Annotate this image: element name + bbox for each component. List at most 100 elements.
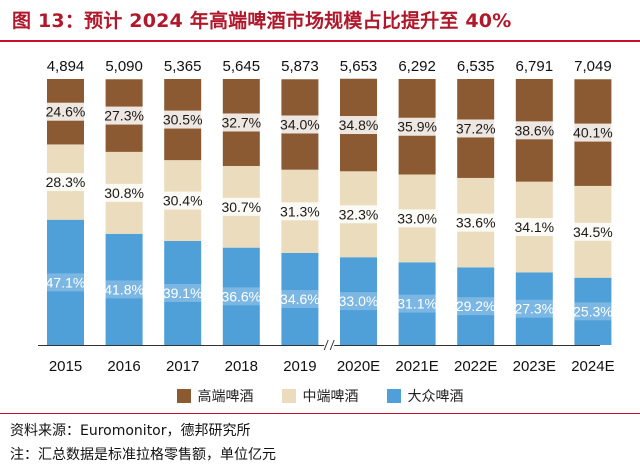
bar-segment — [105, 233, 143, 345]
axis-break-mark — [323, 339, 329, 351]
category-label: 2023E — [513, 358, 556, 375]
data-label-bg — [338, 205, 379, 224]
data-label: 30.5% — [163, 112, 203, 128]
data-label-bg — [104, 183, 145, 202]
data-label-bg — [45, 273, 86, 292]
total-label: 6,791 — [516, 58, 554, 75]
data-label: 41.8% — [104, 281, 144, 297]
bar-segment — [281, 252, 319, 345]
total-label: 5,365 — [164, 58, 202, 75]
data-label-bg — [397, 209, 438, 228]
bar-segment — [574, 277, 612, 345]
data-label: 39.1% — [163, 285, 203, 301]
total-label: 7,049 — [574, 58, 612, 75]
data-label: 47.1% — [46, 274, 86, 290]
legend-label-mass: 大众啤酒 — [407, 389, 464, 405]
data-label: 24.6% — [46, 104, 86, 120]
data-label-bg — [572, 222, 613, 241]
data-label-bg — [397, 117, 438, 136]
data-label-bg — [279, 115, 320, 134]
data-label-bg — [514, 299, 555, 318]
category-label: 2021E — [395, 358, 438, 375]
data-label: 25.3% — [573, 303, 613, 319]
data-label: 34.6% — [280, 291, 320, 307]
data-label-bg — [104, 106, 145, 125]
data-label-bg — [279, 289, 320, 308]
category-label: 2016 — [107, 358, 140, 375]
bar-segment — [222, 247, 260, 345]
total-label: 5,090 — [105, 58, 143, 75]
legend: 高端啤酒 中端啤酒 大众啤酒 — [0, 386, 640, 406]
title-rule — [0, 40, 640, 42]
total-label: 6,535 — [457, 58, 495, 75]
data-label: 31.3% — [280, 203, 320, 219]
data-label-bg — [338, 292, 379, 311]
data-label: 32.3% — [339, 206, 379, 222]
bottom-rule — [0, 413, 640, 414]
data-label: 28.3% — [46, 174, 86, 190]
category-label: 2015 — [49, 358, 82, 375]
data-label-bg — [514, 218, 555, 237]
legend-swatch-mid — [281, 389, 296, 403]
data-label: 38.6% — [514, 122, 554, 138]
note-text: 注：汇总数据是标准拉格零售额，单位亿元 — [10, 447, 276, 463]
figure-title: 图 13：预计 2024 年高端啤酒市场规模占比提升至 40% — [12, 10, 512, 32]
data-label: 33.0% — [339, 293, 379, 309]
data-label: 29.2% — [456, 298, 496, 314]
data-label: 37.2% — [456, 120, 496, 136]
data-label: 33.0% — [397, 210, 437, 226]
data-label: 35.9% — [397, 119, 437, 135]
axis-break-gap — [324, 341, 335, 349]
data-label-bg — [279, 202, 320, 221]
total-label: 5,653 — [340, 58, 378, 75]
bar-segment — [515, 272, 553, 345]
bar-segment — [164, 240, 202, 345]
data-label: 34.0% — [280, 116, 320, 132]
bar-segment — [398, 262, 436, 345]
category-label: 2019 — [283, 358, 316, 375]
total-label: 5,645 — [223, 58, 261, 75]
data-label: 32.7% — [221, 114, 261, 130]
legend-label-mid: 中端啤酒 — [302, 389, 359, 405]
category-label: 2020E — [337, 358, 380, 375]
data-label-bg — [162, 191, 203, 210]
data-label-bg — [572, 123, 613, 142]
data-label: 30.8% — [104, 185, 144, 201]
data-label-bg — [514, 121, 555, 140]
bar-segment — [457, 267, 495, 345]
data-label-bg — [572, 302, 613, 321]
data-label-bg — [397, 294, 438, 313]
legend-item-mass: 大众啤酒 — [386, 386, 464, 406]
data-label-bg — [45, 102, 86, 121]
data-label: 27.3% — [104, 108, 144, 124]
legend-item-mid: 中端啤酒 — [281, 386, 359, 406]
data-label: 34.1% — [514, 219, 554, 235]
total-label: 6,292 — [398, 58, 436, 75]
data-label-bg — [455, 213, 496, 232]
data-label: 30.7% — [221, 199, 261, 215]
data-label-bg — [338, 116, 379, 135]
category-label: 2018 — [225, 358, 258, 375]
data-label-bg — [104, 280, 145, 299]
data-label-bg — [221, 113, 262, 132]
data-label: 30.4% — [163, 193, 203, 209]
legend-swatch-mass — [386, 389, 401, 403]
data-label: 33.6% — [456, 215, 496, 231]
legend-item-high: 高端啤酒 — [176, 386, 254, 406]
data-label: 34.5% — [573, 224, 613, 240]
data-label-bg — [455, 119, 496, 138]
data-label: 34.8% — [339, 117, 379, 133]
data-label-bg — [162, 110, 203, 129]
data-label: 36.6% — [221, 288, 261, 304]
category-label: 2024E — [571, 358, 614, 375]
legend-label-high: 高端啤酒 — [197, 389, 254, 405]
axis-break-mark — [329, 339, 335, 351]
bar-segment — [340, 257, 377, 345]
source-text: 资料来源：Euromonitor，德邦研究所 — [10, 423, 251, 439]
data-label-bg — [221, 287, 262, 306]
bar-segment — [47, 219, 84, 345]
category-label: 2017 — [166, 358, 199, 375]
data-label: 40.1% — [573, 125, 613, 141]
legend-swatch-high — [176, 389, 191, 403]
stacked-bar-chart: 47.1% 28.3% 24.6% 4,894 2015 41.8% 30.8% 27.3% 5… — [38, 58, 615, 375]
